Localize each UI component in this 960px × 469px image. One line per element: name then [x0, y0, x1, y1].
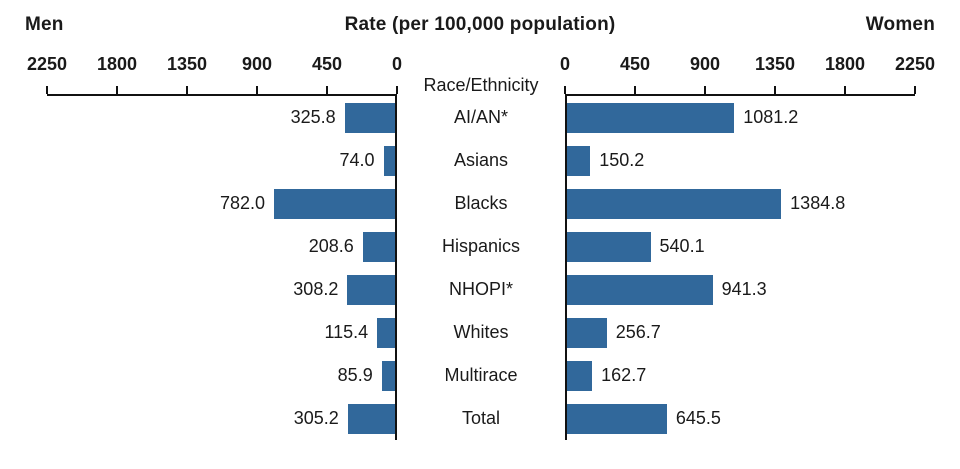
men-axis-tick-label: 900 [241, 54, 273, 74]
category-label: Multirace [444, 365, 518, 385]
women-axis-tick-mark [564, 86, 566, 94]
women-axis-tick-label: 0 [559, 54, 571, 74]
men-value-label: 74.0 [339, 150, 375, 170]
men-bar-cell: 74.0 [47, 139, 397, 182]
men-bar [347, 403, 395, 434]
category-label: Whites [453, 322, 509, 342]
men-bar [347, 274, 395, 305]
women-bar-cell: 1081.2 [565, 96, 915, 139]
women-axis-tick-label: 1350 [754, 54, 796, 74]
men-bar [381, 360, 395, 391]
category-label: NHOPI* [448, 279, 513, 299]
men-bar [383, 145, 395, 176]
chart-header: Men Rate (per 100,000 population) Women [0, 14, 960, 44]
women-axis-tick-mark [704, 86, 706, 94]
category-label: AI/AN* [453, 107, 509, 127]
women-bar [567, 360, 593, 391]
women-axis: 0 450 900 1350 1800 2250 [560, 44, 935, 96]
men-axis-tick-label: 1350 [166, 54, 208, 74]
chart-grid: 2250 1800 1350 900 450 0 Race/Ethnicity 0 450 9… [27, 44, 935, 440]
category-label: Total [461, 408, 501, 428]
men-bar-cell: 325.8 [47, 96, 397, 139]
women-series-label: Women [865, 14, 935, 35]
category-label: Hispanics [441, 236, 521, 256]
men-value-label: 308.2 [293, 279, 339, 299]
women-bar [567, 102, 735, 133]
women-axis-tick-mark [914, 86, 916, 94]
women-bar-cell: 256.7 [565, 311, 915, 354]
men-bar-cell: 782.0 [47, 182, 397, 225]
women-value-label: 540.1 [659, 236, 705, 256]
women-axis-tick-label: 450 [619, 54, 651, 74]
women-bar [567, 188, 782, 219]
women-bar [567, 274, 713, 305]
men-value-label: 325.8 [290, 107, 336, 127]
men-bar [344, 102, 395, 133]
men-value-label: 782.0 [220, 193, 266, 213]
women-bar-cell: 150.2 [565, 139, 915, 182]
men-bar [362, 231, 395, 262]
men-bar [274, 188, 395, 219]
women-bar [567, 145, 591, 176]
men-bar-cell: 85.9 [47, 354, 397, 397]
women-axis-tick-mark [774, 86, 776, 94]
chart-title: Rate (per 100,000 population) [344, 14, 616, 35]
men-bar-cell: 115.4 [47, 311, 397, 354]
women-value-label: 1384.8 [790, 193, 846, 213]
women-bar-cell: 645.5 [565, 397, 915, 440]
women-bar [567, 403, 667, 434]
women-bar [567, 231, 651, 262]
men-bar-cell: 305.2 [47, 397, 397, 440]
women-axis-tick-mark [634, 86, 636, 94]
women-value-label: 150.2 [599, 150, 645, 170]
women-axis-tick-label: 1800 [824, 54, 866, 74]
women-bar [567, 317, 607, 348]
women-axis-tick-label: 900 [689, 54, 721, 74]
men-axis-tick-label: 2250 [26, 54, 68, 74]
men-axis-tick-mark [396, 86, 398, 94]
category-label: Asians [453, 150, 509, 170]
women-bar-cell: 162.7 [565, 354, 915, 397]
men-axis-tick-mark [326, 86, 328, 94]
women-value-label: 256.7 [615, 322, 661, 342]
men-axis-tick-label: 0 [391, 54, 403, 74]
men-value-label: 305.2 [293, 408, 339, 428]
women-bar-cell: 1384.8 [565, 182, 915, 225]
men-bar [377, 317, 395, 348]
category-label: Blacks [454, 193, 508, 213]
men-axis-tick-mark [186, 86, 188, 94]
men-axis-tick-label: 1800 [96, 54, 138, 74]
men-series-label: Men [25, 14, 64, 35]
women-value-label: 941.3 [721, 279, 767, 299]
men-value-label: 115.4 [324, 322, 369, 342]
women-axis-tick-label: 2250 [894, 54, 936, 74]
men-bar-cell: 208.6 [47, 225, 397, 268]
women-value-label: 162.7 [601, 365, 647, 385]
women-value-label: 645.5 [675, 408, 721, 428]
women-axis-tick-mark [844, 86, 846, 94]
race-ethnicity-header: Race/Ethnicity [423, 75, 539, 95]
men-axis-tick-mark [116, 86, 118, 94]
women-bar-cell: 941.3 [565, 268, 915, 311]
men-axis: 2250 1800 1350 900 450 0 [27, 44, 402, 96]
men-bar-cell: 308.2 [47, 268, 397, 311]
men-value-label: 208.6 [308, 236, 354, 256]
men-axis-tick-mark [46, 86, 48, 94]
women-bar-cell: 540.1 [565, 225, 915, 268]
men-axis-tick-mark [256, 86, 258, 94]
men-value-label: 85.9 [337, 365, 373, 385]
men-axis-tick-label: 450 [311, 54, 343, 74]
women-value-label: 1081.2 [743, 107, 799, 127]
